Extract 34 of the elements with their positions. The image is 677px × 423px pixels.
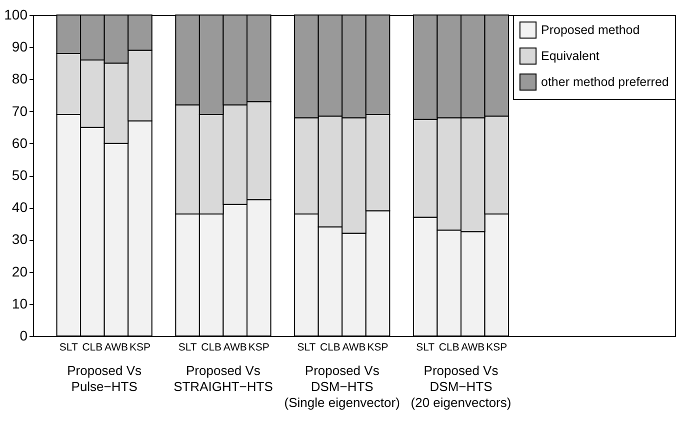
text: Proposed Vs DSM−HTS (Single eigenvector) (284, 363, 400, 410)
x-tick-label: AWB (342, 342, 366, 354)
text: Proposed Vs DSM−HTS (20 eigenvectors) (410, 363, 512, 410)
y-tick-label: 40 (12, 199, 28, 216)
y-tick-label: 30 (12, 231, 28, 248)
x-tick-label: AWB (461, 342, 485, 354)
x-tick-label: CLB (438, 342, 460, 354)
x-tick-label: SLT (178, 342, 198, 354)
legend-label: Equivalent (541, 49, 600, 63)
x-tick-label: KSP (367, 342, 388, 354)
y-tick-label: 80 (12, 70, 28, 87)
y-tick-label: 70 (12, 102, 28, 119)
y-tick-label: 50 (12, 167, 28, 183)
x-tick-label: KSP (129, 342, 151, 354)
legend-label: other method preferred (541, 75, 669, 89)
y-tick-label: 10 (12, 295, 28, 312)
y-tick-label: 0 (20, 328, 28, 344)
text: Proposed Vs STRAIGHT−HTS (174, 363, 274, 394)
x-tick-label: AWB (104, 342, 128, 354)
y-tick-label: 90 (12, 38, 28, 55)
y-tick-label: 100 (4, 6, 28, 22)
text: Proposed Vs Pulse−HTS (67, 363, 142, 394)
x-tick-label: CLB (201, 342, 222, 354)
x-tick-label: AWB (223, 342, 247, 354)
x-tick-label: SLT (297, 342, 316, 354)
legend-label: Proposed method (541, 23, 640, 37)
y-tick-label: 20 (12, 263, 28, 280)
x-tick-label: KSP (486, 342, 508, 354)
x-tick-label: KSP (248, 342, 270, 354)
x-tick-label: CLB (320, 342, 340, 354)
x-tick-label: CLB (82, 342, 103, 354)
x-tick-label: SLT (416, 342, 436, 354)
y-tick-label: 60 (12, 134, 28, 151)
x-tick-label: SLT (59, 342, 78, 354)
